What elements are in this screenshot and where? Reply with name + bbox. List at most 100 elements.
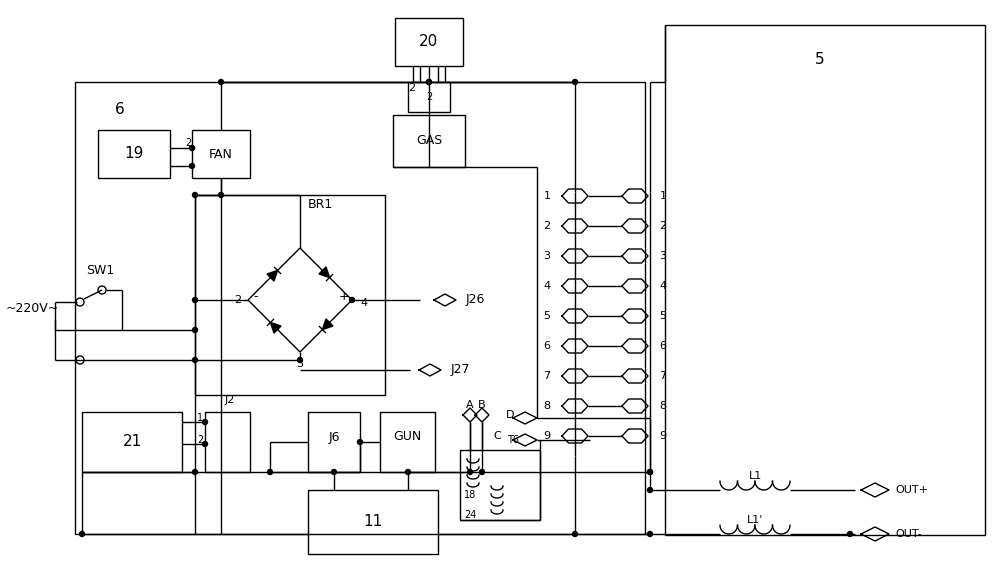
Text: +: +	[339, 291, 349, 304]
Bar	[82, 412, 182, 472]
Circle shape	[572, 80, 578, 84]
Text: 2: 2	[234, 295, 242, 305]
Circle shape	[190, 163, 194, 168]
Text: J26: J26	[466, 293, 485, 307]
Text: 3: 3	[296, 359, 304, 369]
Circle shape	[298, 358, 302, 363]
Text: ~220V~: ~220V~	[5, 301, 59, 315]
Text: GAS: GAS	[416, 135, 442, 147]
Text: OUT+: OUT+	[895, 485, 928, 495]
Circle shape	[468, 469, 473, 474]
Text: 7: 7	[659, 371, 667, 381]
Text: 2: 2	[543, 221, 551, 231]
Text: 5: 5	[544, 311, 550, 321]
Text: J2: J2	[225, 395, 235, 405]
Text: D: D	[506, 410, 514, 420]
Bar	[395, 18, 463, 66]
Text: 1: 1	[660, 191, 666, 201]
Text: 4: 4	[360, 298, 368, 308]
Text: GUN: GUN	[393, 430, 421, 444]
Text: -: -	[254, 291, 258, 304]
Text: 2: 2	[185, 138, 191, 148]
Text: 3: 3	[660, 251, 666, 261]
Circle shape	[192, 328, 198, 332]
Text: 1: 1	[197, 413, 203, 423]
Text: 2: 2	[426, 92, 432, 102]
Polygon shape	[322, 319, 333, 329]
Bar	[408, 82, 450, 112]
Circle shape	[358, 439, 362, 445]
Bar	[393, 115, 465, 167]
Bar	[75, 82, 645, 534]
Bar	[665, 25, 985, 535]
Text: 6: 6	[544, 341, 550, 351]
Circle shape	[192, 193, 198, 198]
Circle shape	[426, 80, 432, 84]
Text: 8: 8	[543, 401, 551, 411]
Circle shape	[192, 469, 198, 474]
Text: 9: 9	[659, 431, 667, 441]
Polygon shape	[270, 323, 281, 333]
Bar	[205, 412, 250, 472]
Circle shape	[848, 532, 852, 536]
Text: BR1: BR1	[307, 198, 333, 211]
Text: 5: 5	[660, 311, 666, 321]
Circle shape	[202, 419, 208, 425]
Text: 21: 21	[122, 434, 142, 449]
Text: SW1: SW1	[86, 264, 114, 277]
Text: OUT-: OUT-	[895, 529, 922, 539]
Circle shape	[350, 297, 354, 303]
Text: 7: 7	[543, 371, 551, 381]
Circle shape	[332, 469, 336, 474]
Text: L1: L1	[748, 471, 762, 481]
Text: J6: J6	[328, 430, 340, 444]
Text: 24: 24	[464, 510, 476, 520]
Text: 18: 18	[464, 490, 476, 500]
Text: 1: 1	[544, 191, 550, 201]
Text: C: C	[493, 431, 501, 441]
Polygon shape	[267, 270, 278, 281]
Circle shape	[268, 469, 272, 474]
Circle shape	[218, 193, 224, 198]
Circle shape	[192, 358, 198, 363]
Text: FAN: FAN	[209, 147, 233, 160]
Bar	[460, 450, 540, 520]
Bar	[380, 412, 435, 472]
Circle shape	[202, 442, 208, 446]
Text: 19: 19	[124, 147, 144, 162]
Text: L1': L1'	[747, 515, 763, 525]
Bar	[308, 412, 360, 472]
Text: T6: T6	[507, 435, 519, 445]
Text: 4: 4	[543, 281, 551, 291]
Circle shape	[648, 469, 652, 474]
Text: 2: 2	[659, 221, 667, 231]
Polygon shape	[319, 267, 330, 277]
Bar	[308, 490, 438, 554]
Text: 3: 3	[544, 251, 550, 261]
Circle shape	[648, 488, 652, 493]
Circle shape	[192, 297, 198, 303]
Text: 4: 4	[659, 281, 667, 291]
Circle shape	[80, 532, 84, 536]
Circle shape	[648, 469, 652, 474]
Bar	[192, 130, 250, 178]
Text: 2: 2	[408, 83, 416, 93]
Circle shape	[572, 532, 578, 536]
Text: 5: 5	[815, 53, 825, 68]
Circle shape	[406, 469, 411, 474]
Circle shape	[218, 80, 224, 84]
Circle shape	[648, 532, 652, 536]
Text: 8: 8	[659, 401, 667, 411]
Text: 2: 2	[197, 435, 203, 445]
Text: 6: 6	[660, 341, 666, 351]
Text: 9: 9	[543, 431, 551, 441]
Text: J27: J27	[451, 363, 471, 376]
Text: B: B	[478, 400, 486, 410]
Text: 20: 20	[419, 34, 439, 49]
Circle shape	[480, 469, 484, 474]
Circle shape	[426, 80, 432, 84]
Bar	[195, 195, 385, 395]
Circle shape	[190, 146, 194, 151]
Text: 6: 6	[115, 103, 125, 117]
Text: A: A	[466, 400, 474, 410]
